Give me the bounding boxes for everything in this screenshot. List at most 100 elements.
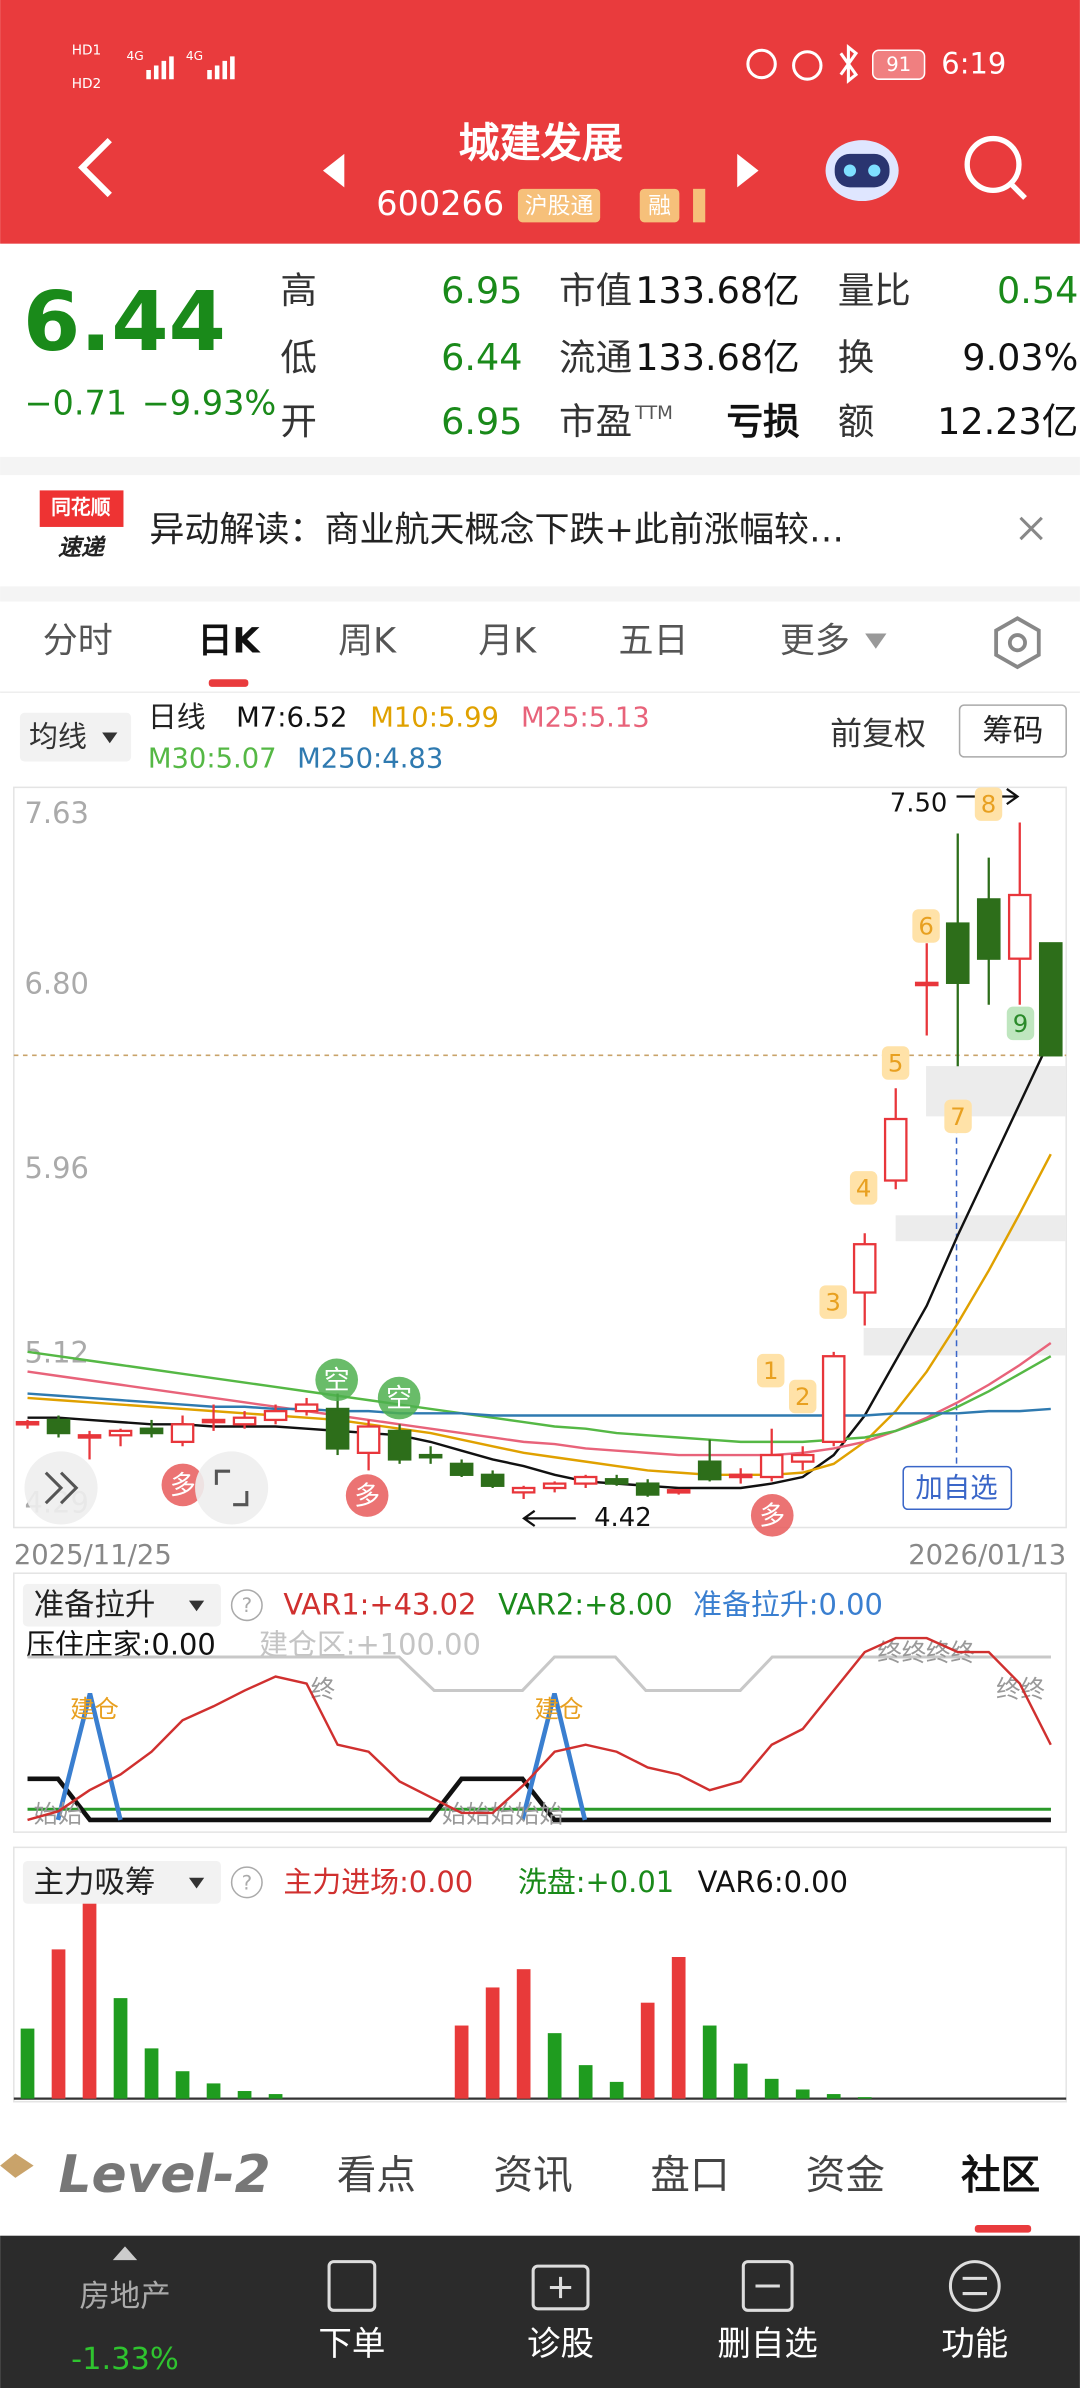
period-tab[interactable]: 日K [197, 621, 261, 662]
candle-body [77, 1434, 102, 1439]
signal-label: 空 [324, 1366, 350, 1396]
bar [826, 2094, 841, 2099]
back-button[interactable] [78, 137, 112, 198]
candle-body [790, 1453, 815, 1463]
zone-line [27, 1655, 1051, 1693]
next-stock[interactable] [737, 153, 759, 188]
bottom-tabs-bg [0, 2109, 1080, 2236]
candle-body [759, 1453, 784, 1479]
badge [789, 1379, 817, 1414]
candle-body [418, 1453, 443, 1459]
tag: 融 [648, 194, 671, 220]
candle-body [263, 1409, 288, 1422]
settings-button[interactable] [994, 616, 1041, 670]
adjust-button[interactable]: 前复权 [830, 715, 926, 753]
fullscreen-button[interactable] [195, 1451, 269, 1525]
bar [857, 2097, 872, 2099]
end-date: 2026/01/13 [908, 1540, 1066, 1571]
ma-selector[interactable] [19, 712, 132, 762]
sector-name[interactable]: 房地产 [79, 2280, 170, 2315]
ma-legend: M250:4.83 [297, 743, 443, 774]
signal [377, 1376, 421, 1420]
help-icon[interactable] [230, 1866, 263, 1899]
ma-selector-label: 均线 [29, 720, 87, 754]
ma-line [27, 1153, 1052, 1477]
ma-legend: M7:6.52 [236, 702, 347, 733]
nav-item[interactable]: 下单 [318, 2324, 385, 2363]
sector-arrow [112, 2246, 138, 2261]
bottom-tab[interactable]: 看点 [337, 2152, 416, 2198]
bar [578, 2065, 593, 2099]
badge-label: 7 [950, 1102, 966, 1131]
indicator-selector[interactable] [22, 1583, 221, 1627]
fullscreen-icon [214, 1469, 249, 1507]
stat-value: 亏损 [727, 400, 801, 443]
bar [82, 1903, 97, 2099]
period-tab[interactable]: 分时 [43, 621, 113, 662]
signal-spike [55, 1692, 123, 1821]
bar [51, 1949, 66, 2099]
candle-body [821, 1355, 846, 1444]
period-tab[interactable]: 更多 [780, 621, 850, 662]
period-tab[interactable]: 月K [478, 621, 537, 662]
bottom-tab[interactable]: 盘口 [650, 2152, 729, 2198]
badge-label: 8 [981, 790, 997, 819]
bar [702, 2025, 717, 2099]
legend: 准备拉升:0.00 [693, 1588, 883, 1622]
search-button[interactable] [964, 135, 1027, 200]
candle-body [573, 1475, 598, 1485]
period-tab[interactable]: 周K [338, 621, 397, 662]
clock: 6:19 [941, 46, 1006, 80]
y-tick-label: 5.96 [24, 1151, 88, 1185]
remove-icon [741, 2260, 794, 2312]
level2-icon [0, 2153, 34, 2178]
dropdown-arrow [188, 1600, 205, 1612]
stat-label: 流通 [559, 336, 632, 379]
tag: 沪股通 [525, 194, 594, 220]
signal-label: 多 [170, 1471, 196, 1501]
divider [0, 586, 1080, 602]
bottom-tab[interactable]: 社区 [961, 2152, 1040, 2198]
nav-item[interactable]: 功能 [941, 2324, 1008, 2363]
signal-label: 空 [386, 1384, 412, 1414]
bar [485, 1987, 500, 2099]
chips-button[interactable] [958, 704, 1067, 758]
bottom-tab[interactable]: 资讯 [494, 2152, 573, 2198]
nav-items: 下单 诊股 删自选 功能 [318, 2324, 1008, 2363]
signal [161, 1463, 205, 1507]
news-banner[interactable]: 同花顺 速递 异动解读：商业航天概念下跌+此前涨幅较… [39, 490, 1043, 567]
ma-legend: M30:5.07 [148, 743, 277, 774]
badge [881, 1046, 910, 1080]
nav-item[interactable]: 删自选 [717, 2324, 818, 2363]
divider [0, 691, 1080, 693]
diagnose-plus [549, 2276, 572, 2299]
var1-line [27, 1636, 1052, 1822]
candle-body [1007, 893, 1032, 960]
candle-body [480, 1473, 505, 1487]
bar [454, 2025, 469, 2099]
candle-body [511, 1486, 536, 1494]
bottom-tab[interactable]: 资金 [806, 2152, 885, 2198]
candle-body [356, 1425, 381, 1454]
nav-item[interactable]: 诊股 [527, 2324, 594, 2363]
change-pct: −9.93% [142, 384, 276, 423]
bar [268, 2094, 283, 2099]
net1: 4G [127, 49, 144, 63]
candle-body [201, 1418, 226, 1424]
period-tab[interactable]: 五日 [618, 621, 688, 662]
badge [757, 1353, 785, 1388]
robot-button[interactable] [825, 140, 899, 202]
stat-label: 额 [838, 400, 875, 443]
period-label: 日线 [148, 700, 206, 734]
help-icon[interactable] [230, 1589, 263, 1622]
indicator-selector[interactable] [22, 1861, 221, 1904]
function-lines [962, 2276, 987, 2296]
watch-button[interactable] [902, 1465, 1013, 1511]
candle-body [883, 1117, 908, 1182]
stat-value: 6.44 [441, 336, 522, 379]
bottom-tab[interactable]: Level-2 [58, 2145, 270, 2205]
prev-stock[interactable] [322, 153, 345, 188]
close-news[interactable] [1019, 516, 1043, 541]
